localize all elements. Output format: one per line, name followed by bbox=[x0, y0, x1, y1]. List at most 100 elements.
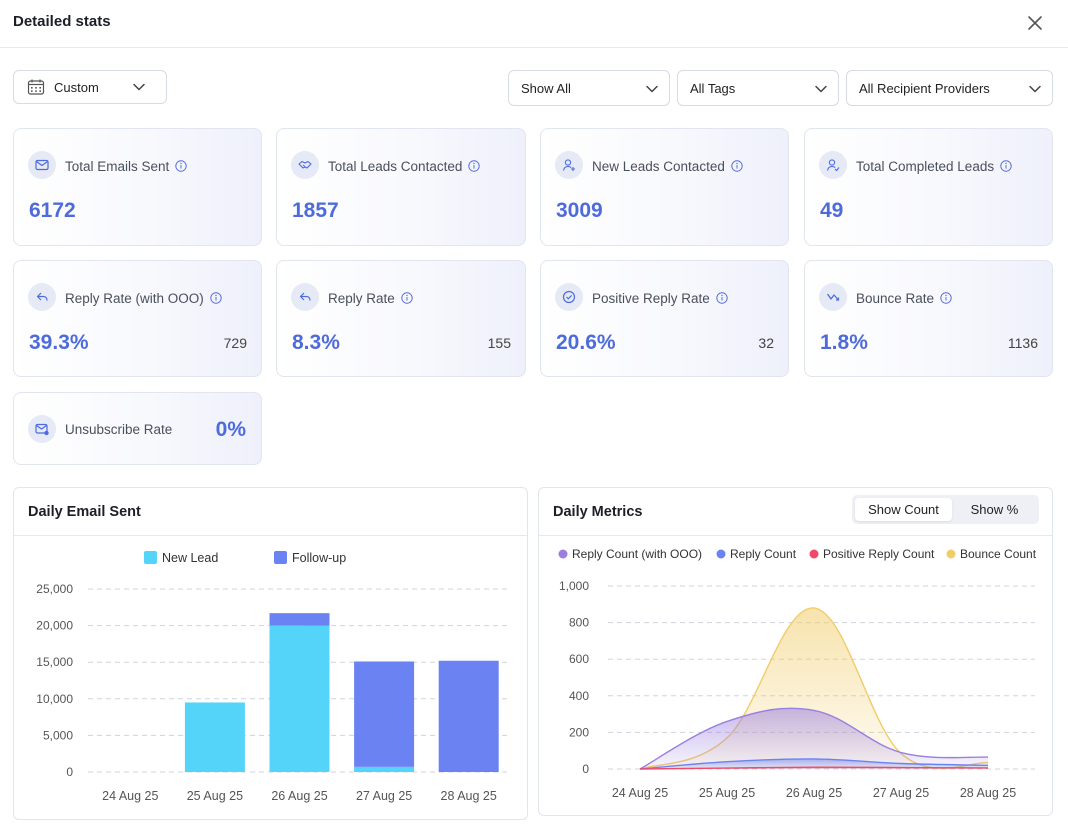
legend-label: Bounce Count bbox=[960, 547, 1037, 561]
close-icon[interactable] bbox=[1024, 12, 1046, 34]
x-tick-label: 26 Aug 25 bbox=[786, 786, 842, 800]
bar-new-lead bbox=[354, 766, 415, 772]
stat-card-new-leads-contacted: New Leads Contacted 3009 bbox=[540, 128, 789, 246]
line-positive-reply-count bbox=[639, 766, 989, 770]
stat-label: Total Emails Sent bbox=[65, 159, 170, 174]
providers-filter-dropdown[interactable]: All Recipient Providers bbox=[846, 70, 1053, 106]
calendar-icon bbox=[27, 79, 45, 95]
tags-filter-label: All Tags bbox=[690, 81, 736, 96]
stat-label: Total Completed Leads bbox=[856, 159, 995, 174]
line-reply-count bbox=[639, 758, 989, 770]
chevron-down-icon bbox=[1029, 85, 1041, 93]
unsubscribe-mail-icon bbox=[28, 415, 56, 443]
bar-follow-up bbox=[354, 661, 415, 767]
show-percent-toggle[interactable]: Show % bbox=[970, 502, 1019, 517]
legend-label: New Lead bbox=[162, 551, 218, 565]
bar-new-lead bbox=[269, 625, 330, 772]
legend-label: Reply Count bbox=[730, 547, 797, 561]
reply-icon bbox=[28, 283, 56, 311]
stat-card-unsubscribe-rate: Unsubscribe Rate 0% bbox=[13, 392, 262, 465]
y-tick-label: 0 bbox=[582, 762, 589, 776]
stat-card-total-emails-sent: Total Emails Sent 6172 bbox=[13, 128, 262, 246]
y-tick-label: 800 bbox=[569, 616, 589, 630]
y-tick-label: 15,000 bbox=[36, 655, 73, 669]
y-tick-label: 25,000 bbox=[36, 582, 73, 596]
area-reply-count bbox=[640, 758, 988, 769]
x-tick-label: 25 Aug 25 bbox=[699, 786, 755, 800]
panel-title: Daily Metrics bbox=[553, 504, 643, 520]
info-icon[interactable] bbox=[940, 292, 952, 304]
tags-filter-dropdown[interactable]: All Tags bbox=[677, 70, 839, 106]
stat-value: 39.3% bbox=[29, 331, 89, 354]
modal-header: Detailed stats bbox=[0, 0, 1068, 48]
info-icon[interactable] bbox=[401, 292, 413, 304]
legend-label: Positive Reply Count bbox=[823, 547, 935, 561]
area-bounce-count bbox=[640, 607, 988, 769]
info-icon[interactable] bbox=[731, 160, 743, 172]
bounce-icon bbox=[819, 283, 847, 311]
stat-card-total-completed-leads: Total Completed Leads 49 bbox=[804, 128, 1053, 246]
info-icon[interactable] bbox=[716, 292, 728, 304]
show-count-toggle[interactable]: Show Count bbox=[855, 498, 952, 521]
stat-value: 0% bbox=[215, 418, 246, 441]
stat-label: Bounce Rate bbox=[856, 291, 935, 306]
x-tick-label: 27 Aug 25 bbox=[356, 789, 412, 803]
date-range-dropdown[interactable]: Custom bbox=[13, 70, 167, 104]
providers-filter-label: All Recipient Providers bbox=[859, 81, 990, 96]
x-tick-label: 24 Aug 25 bbox=[612, 786, 668, 800]
show-filter-dropdown[interactable]: Show All bbox=[508, 70, 670, 106]
legend-dot bbox=[716, 549, 726, 559]
page-title: Detailed stats bbox=[13, 13, 111, 30]
stat-label: New Leads Contacted bbox=[592, 159, 725, 174]
x-tick-label: 27 Aug 25 bbox=[873, 786, 929, 800]
info-icon[interactable] bbox=[175, 160, 187, 172]
stat-value: 49 bbox=[820, 199, 844, 222]
check-circle-icon bbox=[555, 283, 583, 311]
stat-card-reply-rate: Reply Rate 8.3% 155 bbox=[276, 260, 526, 377]
legend-dot bbox=[946, 549, 956, 559]
bar-follow-up bbox=[269, 613, 330, 626]
chevron-down-icon bbox=[133, 83, 145, 91]
reply-icon bbox=[291, 283, 319, 311]
y-tick-label: 5,000 bbox=[43, 728, 73, 742]
daily-email-sent-chart: New Lead Follow-up 25,000 20,000 15,000 10,00… bbox=[36, 551, 511, 803]
count-percent-toggle: Show Count Show % bbox=[852, 495, 1039, 524]
user-plus-icon bbox=[555, 151, 583, 179]
chevron-down-icon bbox=[646, 85, 658, 93]
x-tick-label: 26 Aug 25 bbox=[271, 789, 327, 803]
legend-swatch bbox=[274, 551, 287, 564]
stat-count: 155 bbox=[487, 335, 511, 351]
legend-dot bbox=[809, 549, 819, 559]
y-tick-label: 600 bbox=[569, 652, 589, 666]
stat-value: 1.8% bbox=[820, 331, 868, 354]
stat-value: 6172 bbox=[29, 199, 76, 222]
user-check-icon bbox=[819, 151, 847, 179]
info-icon[interactable] bbox=[210, 292, 222, 304]
y-tick-label: 0 bbox=[66, 765, 73, 779]
stat-label: Reply Rate bbox=[328, 291, 395, 306]
stat-label: Reply Rate (with OOO) bbox=[65, 291, 204, 306]
stat-card-positive-reply-rate: Positive Reply Rate 20.6% 32 bbox=[540, 260, 789, 377]
bar-new-lead bbox=[184, 702, 245, 772]
stat-value: 8.3% bbox=[292, 331, 340, 354]
y-tick-label: 20,000 bbox=[36, 619, 73, 633]
daily-metrics-chart: Reply Count (with OOO) Reply Count Positiv… bbox=[558, 547, 1037, 800]
x-tick-label: 28 Aug 25 bbox=[960, 786, 1016, 800]
info-icon[interactable] bbox=[1000, 160, 1012, 172]
info-icon[interactable] bbox=[468, 160, 481, 172]
panel-title: Daily Email Sent bbox=[28, 504, 141, 520]
date-range-label: Custom bbox=[54, 80, 99, 95]
stat-value: 3009 bbox=[556, 199, 603, 222]
stat-card-bounce-rate: Bounce Rate 1.8% 1136 bbox=[804, 260, 1053, 377]
y-tick-label: 400 bbox=[569, 689, 589, 703]
stat-value: 20.6% bbox=[556, 331, 616, 354]
y-tick-label: 10,000 bbox=[36, 692, 73, 706]
stat-card-reply-rate-ooo: Reply Rate (with OOO) 39.3% 729 bbox=[13, 260, 262, 377]
chevron-down-icon bbox=[815, 85, 827, 93]
y-tick-label: 200 bbox=[569, 725, 589, 739]
show-filter-label: Show All bbox=[521, 81, 571, 96]
stat-card-total-leads-contacted: Total Leads Contacted 1857 bbox=[276, 128, 526, 246]
divider bbox=[14, 535, 527, 536]
y-tick-label: 1,000 bbox=[559, 579, 589, 593]
bar-follow-up bbox=[438, 660, 499, 772]
